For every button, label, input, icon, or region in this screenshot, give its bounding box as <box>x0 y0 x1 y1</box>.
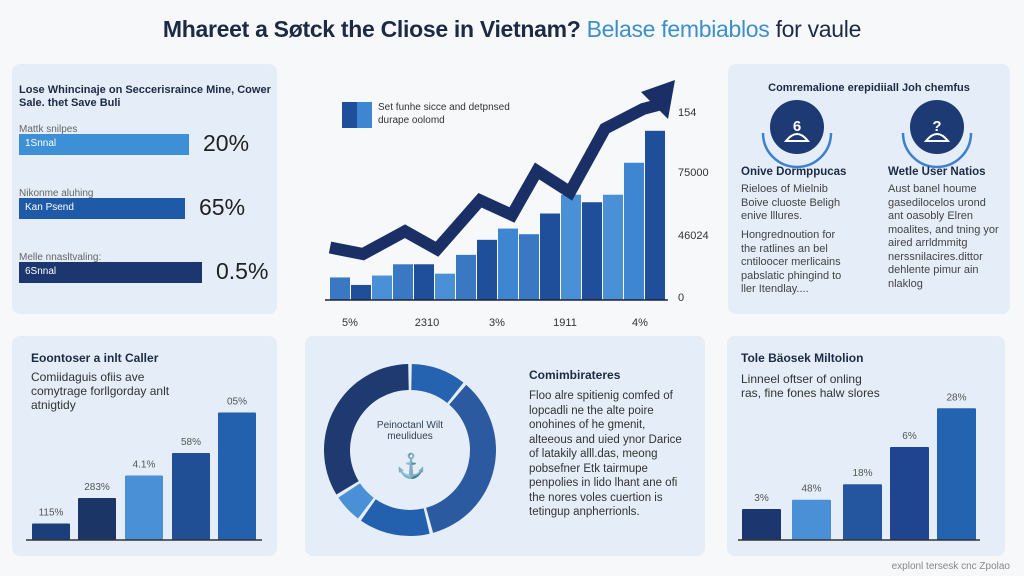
milestone-subtitle: Linneel oftser of onling ras, fine fones… <box>741 372 880 400</box>
chart-bar <box>330 277 350 300</box>
donut-center-label: Peinoctanl Wilt meulidues <box>376 420 444 442</box>
callers-subtitle: Comiidaguis ofiis ave comytrage forllgor… <box>31 370 170 412</box>
donut-slice <box>426 384 497 533</box>
bar <box>218 412 256 540</box>
title-accent: Belase fembiablos <box>586 16 770 42</box>
bar-value-label: 3% <box>754 493 769 504</box>
icon-body <box>783 133 811 142</box>
feature-title: Wetle User Natios <box>888 166 986 178</box>
bar-value-label: 6% <box>902 431 917 442</box>
donut-slice <box>360 499 430 536</box>
donut-slice <box>411 364 464 403</box>
bar <box>78 498 116 540</box>
chart-bar <box>540 213 560 300</box>
bar <box>742 509 781 540</box>
features-heading: Comremalione erepidiiall Joh chemfus <box>768 82 970 94</box>
icon-body <box>923 133 951 142</box>
chart-bar <box>582 202 602 300</box>
metric-label: Nikonme aluhing <box>19 188 94 199</box>
bar <box>890 447 929 540</box>
chart-bar <box>435 273 455 300</box>
bar-value-label: 48% <box>801 484 821 495</box>
bar <box>125 475 163 540</box>
metric-value: 20% <box>203 130 250 156</box>
metric-bar: 6Snnal <box>19 262 202 283</box>
x-tick-label: 4% <box>632 317 648 329</box>
feature-text: Rieloes of Mielnib Boive cluoste Beligh … <box>741 183 841 222</box>
chart-bar <box>645 130 665 300</box>
y-tick-label: 154 <box>678 107 696 119</box>
stats-heading: Lose Whincinaje on Seccerisraince Mine, … <box>19 84 271 109</box>
page-title: Mhareet a Søtck the Cliose in Vietnam? B… <box>0 16 1024 43</box>
x-tick-label: 1911 <box>553 317 577 329</box>
bar-value-label: 115% <box>39 508 64 519</box>
y-tick-label: 75000 <box>678 167 709 179</box>
donut-slice <box>338 483 374 519</box>
legend-label: Set funhe sicce and detpnsed durape oolo… <box>378 102 510 126</box>
chart-bar <box>414 264 434 300</box>
milestone-title: Tole Bäosek Miltolion <box>741 351 864 365</box>
bar-value-label: 28% <box>946 392 966 403</box>
chart-bar <box>498 228 518 300</box>
title-main: Mhareet a Søtck the Cliose in Vietnam? <box>162 16 581 42</box>
donut-title: Comimbirateres <box>529 368 621 382</box>
title-tail: for vaule <box>775 16 862 42</box>
icon-arc <box>761 132 833 169</box>
x-tick-label: 2310 <box>415 317 439 329</box>
person-question-icon <box>910 100 964 154</box>
bar <box>843 484 882 540</box>
legend-swatch <box>342 102 372 128</box>
chart-bar <box>603 194 623 300</box>
chart-bar <box>477 239 497 300</box>
icon-glyph: ? <box>932 118 941 135</box>
footer-credit: explonl tersesk cnc Zpolao <box>891 561 1010 572</box>
callers-title: Eoontoser a inlt Caller <box>31 351 159 365</box>
bar <box>32 523 70 540</box>
bar <box>937 408 976 540</box>
bar-value-label: 18% <box>852 468 872 479</box>
chart-bar <box>393 264 413 300</box>
metric-bar: 1Snnal <box>19 134 189 155</box>
anchor-icon: ⚓ <box>396 453 426 480</box>
chart-bar <box>351 284 371 300</box>
trend-line <box>328 98 664 261</box>
bar-value-label: 4.1% <box>133 460 156 471</box>
donut-description: Floo alre spitienig comfed of lopcadli n… <box>529 390 682 518</box>
icon-glyph: 6 <box>793 118 801 135</box>
bar-value-label: 58% <box>181 437 201 448</box>
donut-slice <box>323 364 409 495</box>
chart-bar <box>519 234 539 300</box>
feature-text: Hongrednoution for the ratlines an bel c… <box>741 229 842 295</box>
bar-value-label: 05% <box>227 397 247 408</box>
metric-value: 65% <box>199 194 246 220</box>
metric-value: 0.5% <box>216 258 269 284</box>
x-tick-label: 3% <box>489 317 505 329</box>
metric-label: Melle nnasltvaling: <box>19 252 102 263</box>
trend-arrowhead <box>641 80 675 119</box>
metric-bar: Kan Psend <box>19 198 185 219</box>
features-panel <box>728 64 1010 314</box>
chart-bar <box>456 254 476 300</box>
feature-title: Onive Dormppucas <box>741 166 847 178</box>
y-tick-label: 0 <box>678 292 684 304</box>
metric-label: Mattk snilpes <box>19 124 78 135</box>
chart-bar <box>561 194 581 300</box>
x-tick-label: 5% <box>342 317 358 329</box>
feature-text: Aust banel houme gasedilocelos urond ant… <box>888 183 999 290</box>
chart-bar <box>372 275 392 300</box>
bar-value-label: 283% <box>84 482 110 493</box>
bar <box>172 453 210 540</box>
chart-bar <box>624 162 644 300</box>
person-6-icon <box>770 100 824 154</box>
bar <box>792 499 831 540</box>
icon-arc <box>901 132 973 169</box>
y-tick-label: 46024 <box>678 230 709 242</box>
